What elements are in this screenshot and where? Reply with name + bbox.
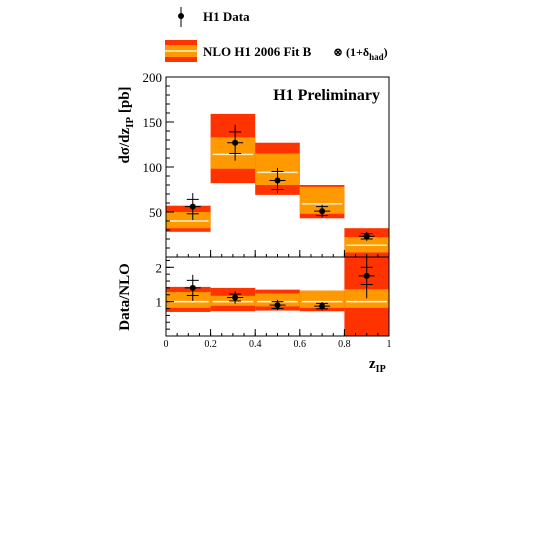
data-point-1 [184,193,201,221]
data-point-2 [227,124,244,161]
legend: H1 Data NLO H1 2006 Fit B ⊗ (1+δhad) [165,7,388,62]
data-point-2 [227,291,244,304]
top-y-axis-label: dσ/dzIP [pb] [117,86,136,163]
nlo-inner-band-bin-5 [344,289,389,308]
legend-data-label: H1 Data [203,9,250,24]
legend-nlo-label: NLO H1 2006 Fit B [203,44,312,59]
legend-nlo-correction: ⊗ (1+δhad) [333,45,388,62]
data-point-1 [184,274,201,301]
y-tick-label: 50 [149,205,162,220]
x-tick-label: 0.8 [338,339,351,350]
y-tick-label: 100 [143,160,163,175]
x-tick-label: 1 [387,339,392,350]
x-tick-label: 0 [164,339,169,350]
x-axis-label: zIP [369,356,386,375]
data-point-5 [358,257,375,299]
top-panel: 50 100 150 200 [143,70,390,258]
h1-preliminary-label: H1 Preliminary [273,87,380,104]
x-tick-label: 0.4 [249,339,262,350]
y-tick-label: 2 [156,260,163,275]
ratio-y-axis-label: Data/NLO [117,263,133,331]
nlo-inner-band-bin-1 [166,212,211,229]
data-point-4 [314,204,331,218]
ratio-panel: 1 2 0 0.2 0.4 0.6 0.8 1 [156,256,392,350]
legend-data-marker [178,7,184,27]
nlo-inner-band-bin-4 [299,290,345,308]
data-point-3 [269,299,286,311]
data-point-5 [358,231,375,241]
nlo-inner-band-bin-1 [166,292,211,308]
data-point-3 [269,167,286,194]
x-tick-label: 0.2 [204,339,217,350]
y-tick-label: 1 [156,295,163,310]
legend-nlo-swatch [165,40,197,62]
x-tick-label: 0.6 [294,339,307,350]
data-point-4 [314,301,331,311]
y-tick-label: 200 [143,70,163,85]
y-tick-label: 150 [143,115,163,130]
